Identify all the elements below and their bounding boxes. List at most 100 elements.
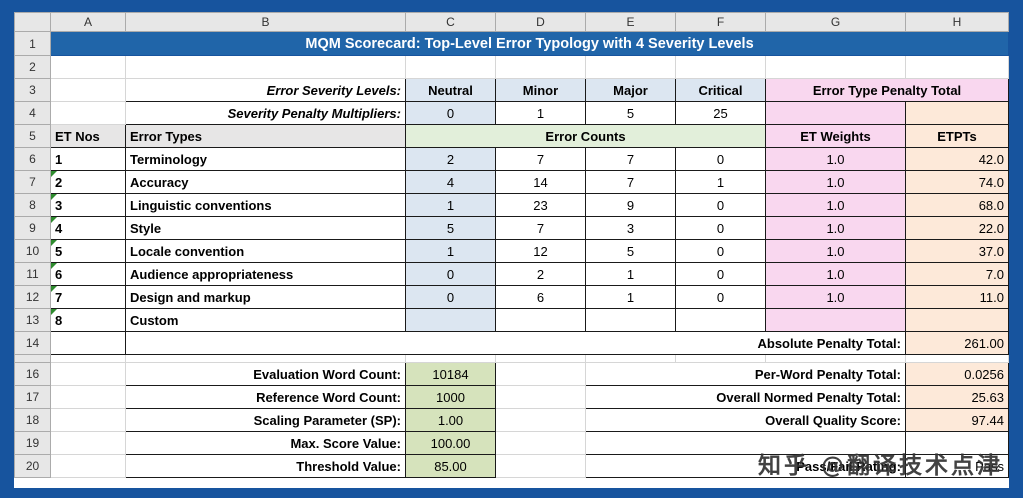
error-type-name[interactable]: Linguistic conventions (125, 193, 406, 217)
empty-cell[interactable] (585, 55, 676, 79)
title-banner[interactable]: MQM Scorecard: Top-Level Error Typology … (50, 31, 1009, 56)
empty-cell[interactable] (495, 55, 586, 79)
pass-fail-rating-label[interactable]: Pass/Fail Rating: (585, 454, 906, 478)
row-header-8[interactable]: 8 (14, 193, 51, 217)
etpt-value[interactable]: 68.0 (905, 193, 1009, 217)
empty-cell[interactable] (50, 431, 126, 455)
empty-cell[interactable] (495, 454, 586, 478)
row-header-5[interactable]: 5 (14, 124, 51, 148)
empty-cell[interactable] (765, 354, 906, 363)
etpt-value[interactable]: 22.0 (905, 216, 1009, 240)
row-header-17[interactable]: 17 (14, 385, 51, 409)
multiplier-minor[interactable]: 1 (495, 101, 586, 125)
et-number[interactable]: 7 (50, 285, 126, 309)
column-header-c[interactable]: C (405, 12, 496, 32)
error-type-name[interactable]: Style (125, 216, 406, 240)
error-type-name[interactable]: Custom (125, 308, 406, 332)
etpt-value[interactable]: 7.0 (905, 262, 1009, 286)
empty-cell[interactable] (495, 354, 586, 363)
empty-cell[interactable] (50, 55, 126, 79)
critical-count[interactable]: 0 (675, 216, 766, 240)
error-type-name[interactable]: Design and markup (125, 285, 406, 309)
et-number[interactable]: 4 (50, 216, 126, 240)
row-header-15-collapsed[interactable] (14, 354, 51, 363)
et-number[interactable]: 6 (50, 262, 126, 286)
empty-cell[interactable] (50, 354, 126, 363)
critical-count[interactable]: 0 (675, 239, 766, 263)
stat-value[interactable]: 1000 (405, 385, 496, 409)
minor-count[interactable]: 12 (495, 239, 586, 263)
right-stat-value[interactable]: 97.44 (905, 408, 1009, 432)
row-header-12[interactable]: 12 (14, 285, 51, 309)
empty-cell[interactable] (495, 362, 586, 386)
neutral-count[interactable]: 0 (405, 285, 496, 309)
major-count[interactable]: 7 (585, 147, 676, 171)
et-weight[interactable]: 1.0 (765, 262, 906, 286)
minor-count[interactable]: 14 (495, 170, 586, 194)
et-weight[interactable]: 1.0 (765, 216, 906, 240)
major-count[interactable]: 7 (585, 170, 676, 194)
et-weight[interactable] (765, 308, 906, 332)
neutral-count[interactable]: 5 (405, 216, 496, 240)
critical-count[interactable]: 0 (675, 193, 766, 217)
absolute-penalty-label[interactable]: Absolute Penalty Total: (125, 331, 906, 355)
severity-level-major[interactable]: Major (585, 78, 676, 102)
row-header-9[interactable]: 9 (14, 216, 51, 240)
major-count[interactable]: 1 (585, 285, 676, 309)
empty-cell[interactable] (125, 55, 406, 79)
etpt-value[interactable]: 37.0 (905, 239, 1009, 263)
etpt-value[interactable]: 11.0 (905, 285, 1009, 309)
critical-count[interactable] (675, 308, 766, 332)
empty-cell[interactable] (675, 55, 766, 79)
critical-count[interactable]: 0 (675, 147, 766, 171)
major-count[interactable]: 9 (585, 193, 676, 217)
etpt-value[interactable]: 74.0 (905, 170, 1009, 194)
et-weight[interactable]: 1.0 (765, 147, 906, 171)
absolute-penalty-value[interactable]: 261.00 (905, 331, 1009, 355)
stat-label[interactable]: Reference Word Count: (125, 385, 406, 409)
column-header-d[interactable]: D (495, 12, 586, 32)
multiplier-neutral[interactable]: 0 (405, 101, 496, 125)
row-header-11[interactable]: 11 (14, 262, 51, 286)
major-count[interactable]: 1 (585, 262, 676, 286)
empty-cell[interactable] (495, 408, 586, 432)
row-header-19[interactable]: 19 (14, 431, 51, 455)
stat-label[interactable]: Evaluation Word Count: (125, 362, 406, 386)
right-stat-value[interactable]: 0.0256 (905, 362, 1009, 386)
right-stat-label[interactable]: Per-Word Penalty Total: (585, 362, 906, 386)
severity-level-neutral[interactable]: Neutral (405, 78, 496, 102)
row-header-16[interactable]: 16 (14, 362, 51, 386)
row-header-6[interactable]: 6 (14, 147, 51, 171)
major-count[interactable] (585, 308, 676, 332)
minor-count[interactable]: 2 (495, 262, 586, 286)
etpt-value[interactable]: 42.0 (905, 147, 1009, 171)
right-stat-value[interactable]: 25.63 (905, 385, 1009, 409)
empty-cell[interactable] (125, 354, 406, 363)
severity-level-critical[interactable]: Critical (675, 78, 766, 102)
empty-cell[interactable] (405, 55, 496, 79)
error-type-name[interactable]: Audience appropriateness (125, 262, 406, 286)
critical-count[interactable]: 0 (675, 262, 766, 286)
empty-cell[interactable] (765, 101, 906, 125)
row-header-13[interactable]: 13 (14, 308, 51, 332)
column-header-f[interactable]: F (675, 12, 766, 32)
row-header-1[interactable]: 1 (14, 31, 51, 56)
row-header-7[interactable]: 7 (14, 170, 51, 194)
critical-count[interactable]: 1 (675, 170, 766, 194)
column-header-g[interactable]: G (765, 12, 906, 32)
select-all-corner[interactable] (14, 12, 51, 32)
empty-cell[interactable] (50, 385, 126, 409)
et-number[interactable]: 2 (50, 170, 126, 194)
empty-cell[interactable] (585, 354, 676, 363)
empty-cell[interactable] (50, 362, 126, 386)
neutral-count[interactable]: 2 (405, 147, 496, 171)
empty-cell[interactable] (50, 454, 126, 478)
empty-cell[interactable] (905, 101, 1009, 125)
severity-level-minor[interactable]: Minor (495, 78, 586, 102)
neutral-count[interactable] (405, 308, 496, 332)
right-stat-label[interactable]: Overall Normed Penalty Total: (585, 385, 906, 409)
etpts-header[interactable]: ETPTs (905, 124, 1009, 148)
empty-cell[interactable] (50, 408, 126, 432)
row-header-10[interactable]: 10 (14, 239, 51, 263)
major-count[interactable]: 3 (585, 216, 676, 240)
